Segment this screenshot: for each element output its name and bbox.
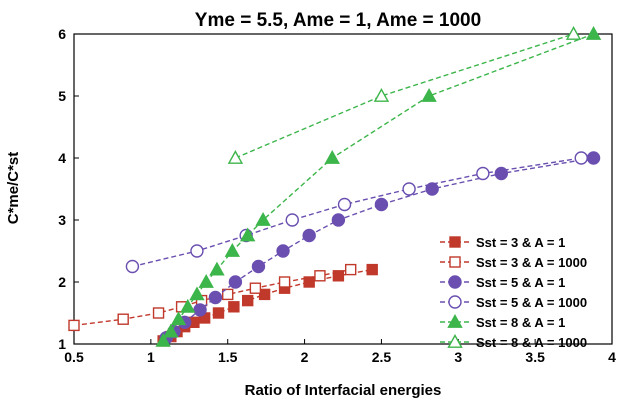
legend-label: Sst = 5 & A = 1 [476,275,565,290]
legend: Sst = 3 & A = 1 Sst = 3 & A = 1000 Sst = 5… [440,235,587,350]
series-line [132,157,582,268]
square-marker [278,276,291,288]
x-tick-label: 2.5 [372,349,392,365]
square-marker [152,307,165,319]
x-tick-label: 3.5 [525,349,545,365]
legend-item: Sst = 3 & A = 1 [440,235,565,250]
triangle-marker [180,298,196,313]
circle-marker [448,295,462,309]
triangle-marker [227,150,244,164]
circle-marker [476,166,490,181]
legend-item: Sst = 5 & A = 1 [440,275,565,290]
legend-item: Sst = 5 & A = 1000 [440,295,587,310]
legend-label: Sst = 8 & A = 1 [476,315,565,330]
x-tick-label: 1 [147,349,155,365]
series-4 [125,151,588,274]
y-tick-label: 2 [58,274,66,290]
circle-marker [374,197,389,212]
square-marker [117,313,129,325]
circle-marker [331,213,346,227]
triangle-marker [447,334,463,348]
x-tick-label: 2 [301,349,309,365]
series-layer [68,26,602,347]
y-axis-title: C*me/C*st [5,152,22,225]
triangle-marker [155,332,171,347]
series-line [235,33,574,159]
triangle-marker [421,88,437,102]
circle-marker [337,197,352,212]
circle-marker [402,182,416,196]
circle-marker [228,275,243,289]
circle-marker [302,228,316,243]
square-marker [258,288,271,301]
triangle-marker [565,26,582,40]
legend-label: Sst = 3 & A = 1 [476,235,565,250]
circle-marker [208,290,223,305]
square-marker [222,288,234,301]
square-marker [449,256,461,268]
triangle-marker [255,212,271,226]
triangle-marker [189,286,205,301]
circle-marker [276,244,290,258]
y-tick-label: 3 [58,212,66,228]
y-tick-label: 4 [58,150,66,166]
circle-marker [586,151,601,165]
y-tick-label: 6 [58,26,66,42]
y-tick-label: 5 [58,88,66,104]
series-6 [227,26,582,164]
triangle-marker [447,314,463,328]
circle-marker [251,259,266,274]
square-marker [449,236,461,248]
square-marker [344,263,357,276]
circle-marker [574,151,588,165]
square-marker [314,270,326,282]
chart-title: Yme = 5.5, Ame = 1, Ame = 1000 [195,10,481,31]
square-marker [68,319,80,332]
square-marker [212,307,225,319]
series-5 [155,26,602,347]
circle-marker [285,213,299,227]
x-axis-title: Ratio of Interfacial energies [245,382,442,398]
triangle-marker [163,323,179,338]
circle-marker [193,303,207,317]
triangle-marker [585,26,602,40]
triangle-marker [209,261,225,276]
x-tick-label: 0.5 [64,349,84,365]
square-marker [228,301,240,313]
series-2 [68,263,357,332]
x-tick-label: 1.5 [218,349,238,365]
triangle-marker [170,311,187,326]
circle-marker [125,259,140,274]
legend-label: Sst = 8 & A = 1000 [476,335,587,350]
x-tick-label: 4 [608,349,616,365]
square-marker [241,294,254,307]
circle-marker [190,244,204,258]
plot-area [73,33,613,345]
square-marker [332,270,345,282]
square-marker [249,282,262,294]
legend-label: Sst = 3 & A = 1000 [476,255,587,270]
circle-marker [448,275,462,289]
legend-item: Sst = 8 & A = 1 [440,314,565,330]
triangle-marker [373,88,390,102]
x-tick-label: 3 [454,349,462,365]
square-marker [366,263,378,276]
legend-item: Sst = 8 & A = 1000 [440,334,587,350]
legend-label: Sst = 5 & A = 1000 [476,295,587,310]
triangle-marker [240,227,256,242]
legend-item: Sst = 3 & A = 1000 [440,255,587,270]
triangle-marker [324,150,340,164]
circle-marker [425,182,439,196]
series-line [73,268,351,327]
triangle-marker [224,243,241,257]
triangle-marker [198,274,214,288]
y-tick-label: 1 [58,336,66,352]
